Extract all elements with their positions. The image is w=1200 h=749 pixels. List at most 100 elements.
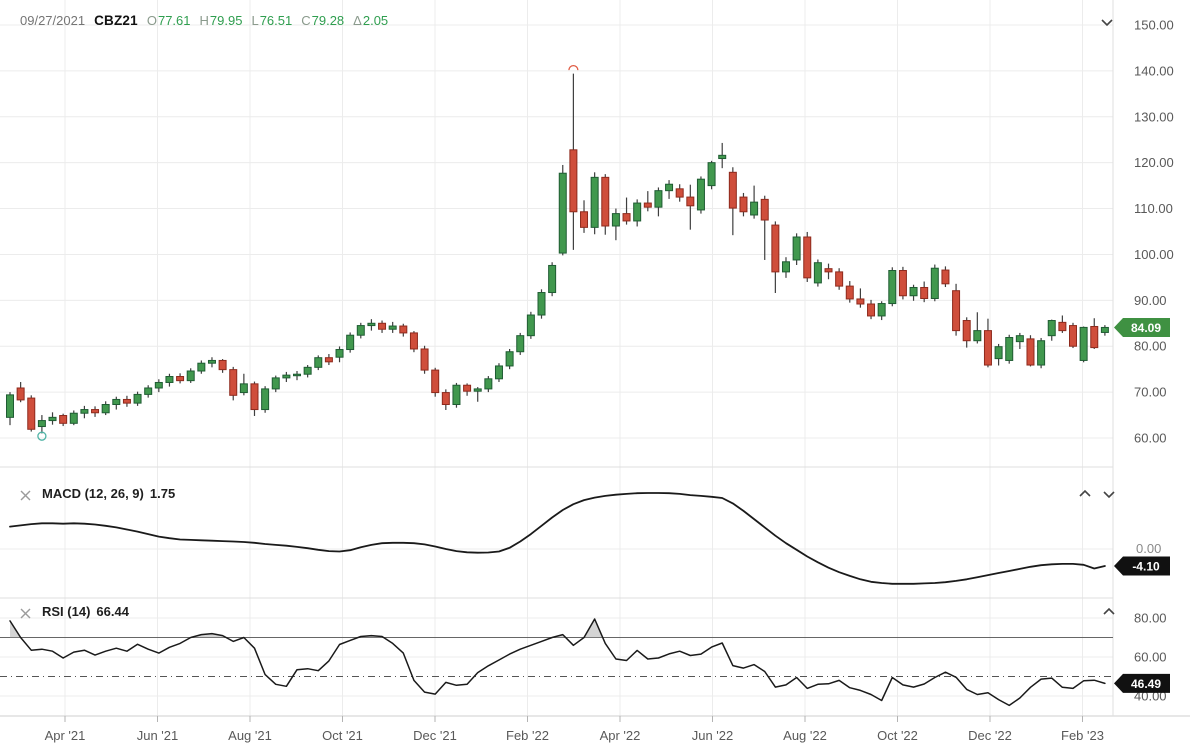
candle[interactable]	[941, 266, 950, 288]
candle[interactable]	[473, 387, 482, 402]
candle[interactable]	[867, 299, 876, 320]
candle[interactable]	[399, 323, 408, 337]
candle[interactable]	[101, 401, 110, 416]
price-panel-collapse-button[interactable]	[1098, 14, 1116, 30]
candle[interactable]	[494, 363, 503, 383]
candle[interactable]	[739, 192, 748, 217]
candle[interactable]	[218, 359, 227, 373]
candle[interactable]	[580, 200, 589, 233]
candle[interactable]	[69, 410, 78, 426]
macd-panel-collapse-button[interactable]	[1100, 486, 1118, 502]
candle[interactable]	[1015, 332, 1024, 349]
close-rsi-button[interactable]	[16, 605, 34, 621]
candle[interactable]	[611, 208, 620, 241]
candle[interactable]	[463, 383, 472, 396]
candle[interactable]	[537, 289, 546, 319]
candle[interactable]	[271, 375, 280, 393]
candle[interactable]	[250, 381, 259, 416]
candle[interactable]	[548, 262, 557, 297]
candle[interactable]	[983, 318, 992, 368]
candle[interactable]	[1026, 335, 1035, 367]
candle[interactable]	[207, 357, 216, 368]
candle[interactable]	[16, 382, 25, 403]
candle[interactable]	[367, 319, 376, 331]
candle[interactable]	[505, 348, 514, 370]
candle[interactable]	[643, 191, 652, 212]
candle[interactable]	[112, 396, 121, 410]
candle[interactable]	[760, 195, 769, 260]
candle[interactable]	[314, 355, 323, 371]
candle[interactable]	[888, 267, 897, 307]
candle[interactable]	[144, 385, 153, 398]
candle[interactable]	[91, 406, 100, 417]
close-macd-button[interactable]	[16, 487, 34, 503]
candle[interactable]	[728, 167, 737, 236]
candle[interactable]	[452, 382, 461, 408]
candle[interactable]	[707, 160, 716, 190]
candle[interactable]	[898, 266, 907, 300]
candle[interactable]	[835, 268, 844, 290]
candle[interactable]	[973, 312, 982, 344]
candles-layer[interactable]	[6, 73, 1109, 434]
candle[interactable]	[441, 389, 450, 411]
candle[interactable]	[6, 392, 14, 426]
candle[interactable]	[229, 366, 238, 401]
candle[interactable]	[282, 371, 291, 383]
candle[interactable]	[80, 405, 89, 419]
candle[interactable]	[378, 320, 387, 333]
candle[interactable]	[239, 373, 248, 396]
macd-panel-expand-button[interactable]	[1076, 486, 1094, 502]
candle[interactable]	[154, 379, 163, 393]
candle[interactable]	[952, 283, 961, 336]
candle[interactable]	[877, 301, 886, 321]
candle[interactable]	[165, 373, 174, 387]
candle[interactable]	[696, 176, 705, 214]
candle[interactable]	[558, 164, 567, 256]
candle[interactable]	[484, 376, 493, 393]
candle[interactable]	[48, 412, 57, 425]
candle[interactable]	[824, 263, 833, 280]
candle[interactable]	[601, 174, 610, 235]
candle[interactable]	[420, 345, 429, 374]
candle[interactable]	[1079, 326, 1088, 363]
candle[interactable]	[633, 199, 642, 227]
candle[interactable]	[1037, 337, 1046, 369]
candle[interactable]	[590, 172, 599, 235]
candle[interactable]	[994, 343, 1003, 366]
candle[interactable]	[526, 311, 535, 339]
candle[interactable]	[197, 360, 206, 374]
candle[interactable]	[771, 221, 780, 293]
candle[interactable]	[1069, 322, 1077, 349]
candle[interactable]	[356, 322, 365, 339]
candle[interactable]	[750, 185, 759, 219]
candle[interactable]	[909, 284, 918, 301]
candle[interactable]	[176, 373, 185, 384]
candle[interactable]	[686, 184, 695, 230]
candle[interactable]	[388, 321, 397, 333]
candle[interactable]	[293, 371, 302, 381]
candle[interactable]	[1090, 318, 1099, 349]
candle[interactable]	[516, 332, 525, 355]
candle[interactable]	[122, 395, 131, 407]
candle[interactable]	[962, 317, 971, 348]
candle[interactable]	[930, 264, 939, 302]
candle[interactable]	[37, 415, 46, 434]
candle[interactable]	[324, 354, 333, 366]
candle[interactable]	[303, 365, 312, 378]
candle[interactable]	[431, 367, 440, 397]
candle[interactable]	[409, 331, 418, 353]
candle[interactable]	[781, 257, 790, 278]
rsi-panel-expand-button[interactable]	[1100, 604, 1118, 620]
candle[interactable]	[1005, 334, 1014, 364]
candle[interactable]	[675, 184, 684, 202]
candle[interactable]	[133, 391, 142, 406]
candle[interactable]	[59, 413, 68, 427]
candle[interactable]	[346, 332, 355, 353]
candle[interactable]	[261, 386, 270, 413]
candle[interactable]	[654, 187, 663, 217]
candle[interactable]	[27, 395, 36, 432]
candle[interactable]	[665, 180, 674, 199]
candle[interactable]	[335, 346, 344, 363]
candle[interactable]	[186, 368, 195, 383]
